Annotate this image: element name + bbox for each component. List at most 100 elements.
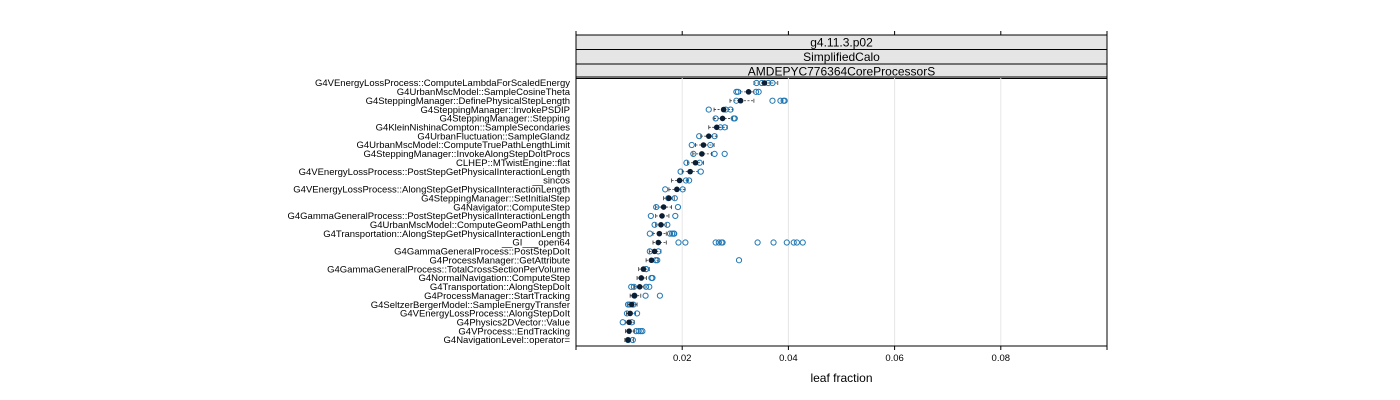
strip-label: SimplifiedCalo	[803, 50, 880, 64]
sample-point	[635, 328, 642, 335]
sample-point	[633, 310, 641, 317]
y-tick-label: G4UrbanMscModel::SampleCosineTheta	[397, 87, 571, 98]
plot-panel	[575, 76, 1108, 347]
grid-lines	[681, 77, 1002, 346]
sample-point	[646, 283, 653, 290]
median-point	[700, 142, 707, 148]
median-point	[761, 80, 768, 86]
x-axis: 0.02 0.04 0.06 0.08	[575, 31, 1108, 364]
sample-point	[688, 141, 695, 149]
sample-point	[683, 159, 690, 166]
y-tick-label: G4VEnergyLossProcess::PostStepGetPhysica…	[299, 167, 570, 178]
x-tick-label: 0.06	[885, 353, 904, 364]
x-axis-label: leaf fraction	[810, 371, 872, 385]
y-tick-label: G4GammaGeneralProcess::PostStepGetPhysic…	[287, 211, 570, 222]
sample-point	[777, 97, 784, 104]
sample-point	[682, 177, 690, 184]
sample-point	[671, 230, 678, 237]
median-point	[626, 319, 632, 326]
sample-point	[730, 115, 737, 122]
sample-point	[735, 257, 743, 264]
sample-point	[712, 239, 719, 246]
median-point	[636, 284, 643, 290]
sample-point	[799, 239, 806, 246]
sample-point	[705, 106, 712, 113]
median-point	[720, 106, 727, 113]
median-point	[666, 195, 672, 202]
median-point	[745, 89, 752, 95]
sample-point	[639, 328, 646, 335]
y-axis-labels: G4VEnergyLossProcess::ComputeLambdaForSc…	[287, 78, 570, 346]
sample-point	[783, 239, 790, 246]
strip-headers: g4.11.3.p02SimplifiedCaloAMDEPYC776364Co…	[575, 34, 1108, 79]
median-point	[676, 177, 683, 184]
median-point	[719, 115, 726, 122]
median-point	[638, 275, 645, 281]
sample-point	[696, 133, 703, 140]
sample-point	[721, 150, 728, 157]
median-point	[699, 151, 705, 157]
y-tick-label: G4VEnergyLossProcess::AlongStepGetPhysic…	[293, 185, 570, 196]
sample-point	[721, 124, 728, 131]
sample-point	[630, 283, 637, 290]
x-tick-label: 0.04	[779, 353, 798, 364]
sample-point	[682, 239, 689, 246]
median-point	[625, 337, 631, 343]
y-tick-label: G4NavigationLevel::operator=	[444, 335, 571, 346]
sample-point	[647, 212, 654, 220]
sample-point	[755, 88, 762, 95]
median-point	[692, 159, 699, 166]
sample-point	[677, 168, 684, 175]
sample-point	[654, 257, 661, 264]
y-tick-label: G4Transportation::AlongStepDoIt	[430, 282, 570, 293]
median-point	[648, 257, 655, 264]
median-point	[628, 301, 635, 308]
median-point	[631, 292, 638, 299]
y-tick-label: G4ProcessManager::GetAttribute	[430, 255, 570, 266]
sample-point	[707, 141, 714, 149]
median-point	[658, 221, 664, 228]
x-tick-label: 0.02	[673, 353, 692, 364]
y-tick-label: G4VEnergyLossProcess::AlongStepDoIt	[400, 309, 570, 320]
sample-point	[671, 195, 678, 202]
data-points	[619, 79, 806, 344]
median-point	[705, 133, 712, 139]
sample-point	[781, 97, 788, 104]
y-tick-label: G4VProcess::EndTracking	[458, 326, 570, 337]
sample-point	[690, 150, 697, 157]
sample-point	[642, 292, 649, 299]
median-point	[651, 248, 658, 255]
sample-point	[711, 150, 718, 157]
y-tick-label: G4UrbanFluctuation::SampleGlandz	[417, 131, 570, 142]
sample-point	[719, 239, 726, 246]
sample-point	[653, 203, 660, 211]
median-point	[674, 186, 680, 193]
sample-point	[733, 88, 740, 95]
y-tick-label: G4NormalNavigation::ComputeStep	[418, 273, 570, 284]
sample-point	[769, 97, 776, 104]
median-point	[713, 124, 720, 131]
x-tick-label: 0.08	[992, 353, 1011, 364]
median-point	[659, 213, 665, 219]
y-tick-label: __GI___open64	[501, 238, 570, 249]
y-tick-label: G4Navigator::ComputeStep	[453, 202, 570, 213]
sample-point	[649, 274, 656, 282]
y-tick-label: G4UrbanMscModel::ComputeTruePathLengthLi…	[357, 140, 571, 151]
y-tick-label: G4SeltzerBergerModel::SampleEnergyTransf…	[371, 300, 570, 311]
median-point	[660, 204, 667, 210]
y-tick-label: G4Physics2DVector::Value	[457, 317, 570, 328]
sample-point	[790, 239, 797, 246]
sample-point	[679, 186, 686, 193]
strip-box	[575, 63, 1108, 79]
sample-point	[770, 239, 777, 246]
sample-point	[662, 186, 669, 193]
sample-point	[675, 239, 682, 246]
median-point	[626, 328, 632, 334]
y-tick-label: CLHEP::MTwistEngine::flat	[456, 158, 570, 169]
y-tick-label: G4SteppingManager::Stepping	[440, 114, 570, 125]
sample-point	[715, 239, 722, 246]
median-point	[687, 168, 693, 175]
sample-point	[619, 319, 626, 326]
y-tick-label: G4VEnergyLossProcess::ComputeLambdaForSc…	[315, 78, 570, 89]
